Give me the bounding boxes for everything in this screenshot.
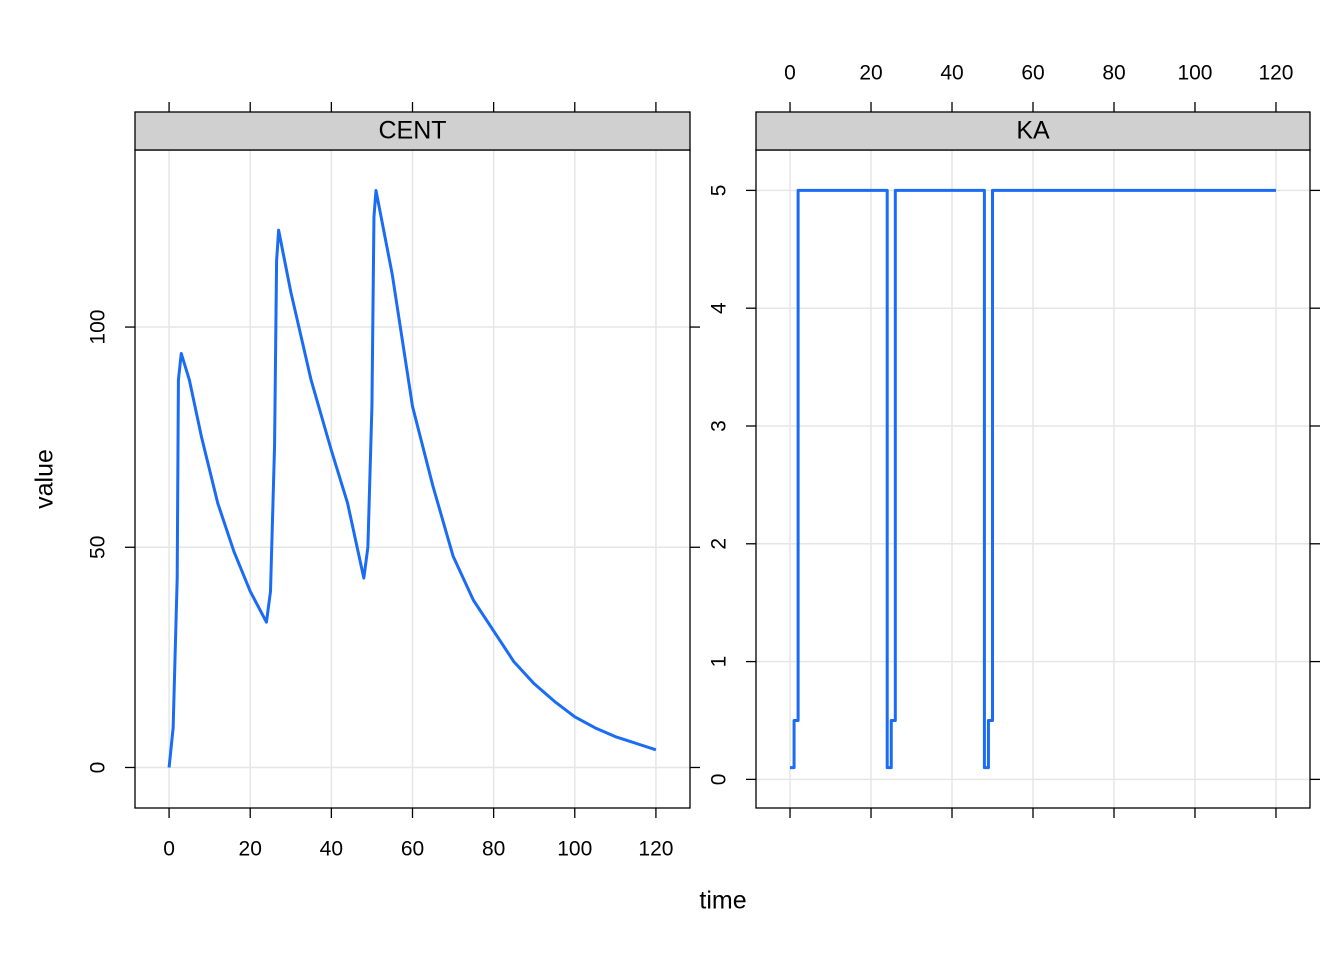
x-tick-label: 0 bbox=[784, 62, 796, 85]
x-tick-label: 20 bbox=[239, 838, 262, 861]
y-axis-label: value bbox=[31, 449, 59, 509]
x-tick-label: 20 bbox=[859, 62, 882, 85]
y-tick-label: 100 bbox=[87, 310, 110, 345]
strip bbox=[134, 111, 691, 151]
data-line bbox=[167, 189, 657, 768]
data-line bbox=[790, 188, 1276, 770]
y-tick-label: 0 bbox=[708, 774, 731, 786]
x-tick-label: 120 bbox=[638, 838, 673, 861]
strip-title: CENT bbox=[378, 117, 446, 145]
y-tick-label: 3 bbox=[708, 420, 731, 432]
x-tick-label: 80 bbox=[1102, 62, 1125, 85]
x-tick-label: 40 bbox=[320, 838, 343, 861]
x-tick-label: 40 bbox=[940, 62, 963, 85]
y-tick-label: 2 bbox=[708, 538, 731, 550]
x-tick-label: 100 bbox=[557, 838, 592, 861]
x-tick-label: 80 bbox=[482, 838, 505, 861]
y-tick-label: 50 bbox=[87, 536, 110, 559]
x-tick-label: 60 bbox=[401, 838, 424, 861]
y-tick-label: 1 bbox=[708, 656, 731, 668]
strip bbox=[755, 111, 1311, 151]
y-tick-label: 5 bbox=[708, 185, 731, 197]
y-tick-label: 0 bbox=[87, 762, 110, 774]
x-axis-label: time bbox=[699, 887, 746, 915]
x-tick-label: 100 bbox=[1177, 62, 1212, 85]
x-tick-label: 120 bbox=[1258, 62, 1293, 85]
y-tick-label: 4 bbox=[708, 302, 731, 314]
strip-title: KA bbox=[1016, 117, 1050, 145]
x-tick-label: 60 bbox=[1021, 62, 1044, 85]
x-tick-label: 0 bbox=[163, 838, 175, 861]
